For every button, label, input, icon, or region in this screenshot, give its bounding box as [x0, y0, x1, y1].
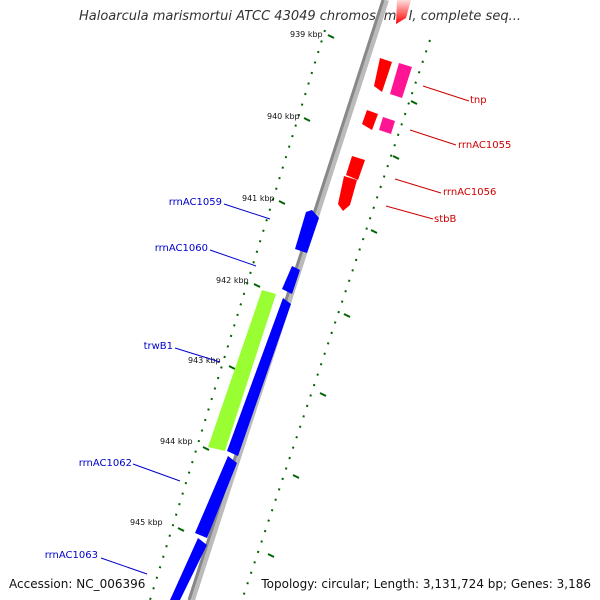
tick-label-940: 940 kbp: [267, 112, 300, 121]
gene-rrnAC1055-2: [379, 117, 395, 134]
gene-rrnAC1062: [195, 456, 237, 538]
tick-marks: [177, 34, 335, 532]
map-title: Haloarcula marismortui ATCC 43049 chromo…: [79, 9, 521, 24]
label-trwB1: trwB1: [144, 341, 173, 352]
tick-label-939: 939 kbp: [290, 30, 323, 39]
outer-tick-marks: [267, 100, 418, 558]
label-rrnAC1059: rrnAC1059: [169, 197, 222, 208]
label-rrnAC1055: rrnAC1055: [458, 140, 511, 151]
gene-rrnAC1056-1: [346, 156, 365, 180]
backbone-shadow: [189, 0, 389, 600]
forward-leader-lines: [100, 203, 271, 575]
reverse-leader-lines: [385, 85, 470, 220]
gene-trwB1: [208, 290, 276, 451]
gene-rrnAC1055-1: [362, 110, 378, 130]
label-rrnAC1063: rrnAC1063: [45, 550, 98, 561]
label-stbB: stbB: [434, 214, 456, 225]
reverse-labels[interactable]: tnp rrnAC1055 rrnAC1056 stbB: [434, 95, 511, 225]
gene-stbB: [338, 176, 357, 211]
accession-text: Accession: NC_006396: [9, 577, 146, 591]
inner-tick-ring: [149, 29, 326, 600]
tick-label-944: 944 kbp: [160, 437, 193, 446]
topology-text: Topology: circular; Length: 3,131,724 bp…: [261, 577, 591, 591]
reverse-features[interactable]: [338, 0, 412, 211]
tick-label-943: 943 kbp: [188, 356, 221, 365]
label-rrnAC1056: rrnAC1056: [443, 187, 496, 198]
forward-features[interactable]: [170, 210, 319, 600]
label-rrnAC1062: rrnAC1062: [79, 458, 132, 469]
tick-label-942: 942 kbp: [216, 276, 249, 285]
forward-labels[interactable]: rrnAC1059 rrnAC1060 trwB1 rrnAC1062 rrnA…: [45, 197, 222, 561]
tick-labels: 939 kbp 940 kbp 941 kbp 942 kbp 943 kbp …: [130, 30, 323, 527]
gene-rrnAC1060: [282, 266, 300, 294]
gene-tnp-1: [374, 58, 392, 92]
tick-label-945: 945 kbp: [130, 518, 163, 527]
gene-rrnAC1063: [170, 538, 207, 600]
gene-forward-long: [227, 298, 291, 456]
tick-label-941: 941 kbp: [242, 194, 275, 203]
gene-rrnAC1059: [295, 210, 319, 253]
gene-tnp-2: [390, 63, 412, 98]
label-tnp: tnp: [470, 95, 487, 106]
label-rrnAC1060: rrnAC1060: [155, 243, 208, 254]
outer-tick-ring: [241, 39, 431, 600]
gene-top-partial: [396, 0, 411, 24]
